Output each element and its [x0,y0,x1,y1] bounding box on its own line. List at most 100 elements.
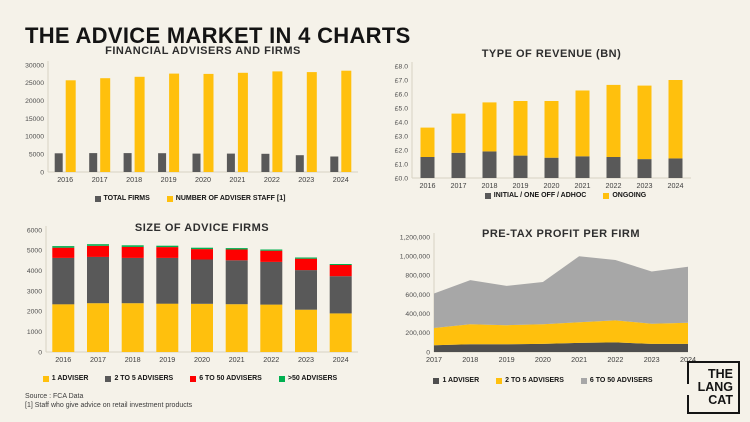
x-tick-label: 2020 [195,175,211,184]
bar-segment-initial-one-off-adhoc [420,157,435,178]
x-tick-label: 2017 [90,355,106,364]
legend-swatch-icon [105,375,112,382]
legend-swatch-icon [484,192,491,199]
bar-total-firms [261,153,270,172]
y-tick-label: 30000 [25,62,44,69]
legend-label: 1 ADVISER [51,375,89,382]
y-tick-label: £2.0 [395,147,408,154]
y-tick-label: £5.0 [395,105,408,112]
chart-financial-advisers-and-firms: 0 5000 10000 15000 20000 25000 30000 2016 2017 20… [25,61,358,184]
y-tick-label: 20000 [25,98,44,105]
bar-segment-6-to-50-advisers [295,258,317,271]
bar-total-firms [226,153,235,172]
bar-segment-2-to-5-advisers [87,256,109,304]
x-tick-label: 2018 [126,175,142,184]
legend-label: TOTAL FIRMS [103,195,150,202]
chart-title: TYPE OF REVENUE (BN) [481,48,622,60]
legend-item-ongoing: ONGOING [603,192,646,199]
bar-segment-50-advisers [329,264,352,265]
chart-type-of-revenue: £0.0 £1.0 £2.0 £3.0 £4.0 £5.0 £6.0 £7.0 £8.0 2016… [395,62,691,190]
x-tick-label: 2023 [637,181,653,190]
bar-segment-6-to-50-advisers [52,247,75,258]
x-tick-label: 2019 [161,175,177,184]
chart-legend: 1 ADVISER 2 TO 5 ADVISERS 6 TO 50 ADVISERS [388,377,698,384]
chart-panel-type-of-revenue: TYPE OF REVENUE (BN) £0.0 £1.0 £2.0 £3.0 £4.… [388,48,743,208]
area-band-6-to-50-advisers [434,256,688,328]
y-tick-label: 4000 [27,268,42,275]
x-tick-label: 2016 [55,355,71,364]
legend-swatch-icon [94,195,101,202]
bar-segment-6-to-50-advisers [121,246,144,258]
legend-label: 1 ADVISER [442,377,480,384]
bar-segment-50-advisers [295,257,317,259]
bar-segment-ongoing [544,101,559,158]
legend-label: NUMBER OF ADVISER STAFF [1] [175,195,286,202]
bar-segment-2-to-5-advisers [121,257,144,304]
bar-segment-ongoing [637,85,652,160]
legend-item-total-firms: TOTAL FIRMS [94,195,150,202]
y-tick-label: £8.0 [395,63,408,70]
x-tick-label: 2016 [57,175,73,184]
x-tick-label: 2021 [229,355,245,364]
bar-segment-50-advisers [156,245,179,248]
bar-segment-6-to-50-advisers [329,265,352,277]
logo-border-gap [687,384,689,395]
x-tick-label: 2017 [426,355,442,364]
bar-total-firms [295,155,304,172]
x-tick-label: 2017 [451,181,467,190]
bar-segment-2-to-5-advisers [295,270,317,310]
bar-number-of-adviser-staff-1 [169,73,180,172]
chart-title: SIZE OF ADVICE FIRMS [134,222,270,234]
y-tick-label: 15000 [25,116,44,123]
x-tick-label: 2024 [668,181,684,190]
bar-segment-initial-one-off-adhoc [606,157,621,178]
y-tick-label: 6000 [27,227,42,234]
bar-total-firms [158,153,167,172]
y-tick-label: 1,200,000 [400,234,430,241]
chart-legend: 1 ADVISER 2 TO 5 ADVISERS 6 TO 50 ADVISERS… [10,375,370,382]
legend-label: INITIAL / ONE OFF / ADHOC [493,192,587,199]
bar-segment-50-advisers [191,247,213,250]
x-tick-label: 2023 [644,355,660,364]
chart-legend: TOTAL FIRMS NUMBER OF ADVISER STAFF [1] [10,195,370,202]
bar-number-of-adviser-staff-1 [203,73,214,172]
bar-segment-1-adviser [225,304,248,352]
y-tick-label: £3.0 [395,133,408,140]
bar-segment-ongoing [668,80,683,159]
area-band-2-to-5-advisers [434,320,688,346]
bar-segment-1-adviser [156,303,179,352]
logo-line: CAT [708,393,733,407]
page-title: THE ADVICE MARKET IN 4 CHARTS [25,22,411,48]
y-tick-label: 0 [38,349,42,356]
y-tick-label: 0 [426,349,430,356]
bar-segment-2-to-5-advisers [225,260,248,305]
legend-swatch-icon [496,377,503,384]
chart-legend: INITIAL / ONE OFF / ADHOC ONGOING [388,192,743,199]
legend-item-6-to-50-advisers: 6 TO 50 ADVISERS [580,377,653,384]
bar-number-of-adviser-staff-1 [341,70,352,172]
x-tick-label: 2016 [420,181,436,190]
x-tick-label: 2020 [544,181,560,190]
x-tick-label: 2018 [482,181,498,190]
chart-size-of-advice-firms: 0 1000 2000 3000 4000 5000 6000 2016 2017 2018 201… [27,226,358,364]
bar-segment-50-advisers [87,244,109,246]
chart-title: FINANCIAL ADVISERS AND FIRMS [105,45,301,57]
the-lang-cat-logo: THE LANG CAT [687,361,740,414]
y-tick-label: 3000 [27,288,42,295]
legend-swatch-icon [580,377,587,384]
bar-segment-2-to-5-advisers [191,259,213,304]
x-tick-label: 2019 [159,355,175,364]
legend-swatch-icon [603,192,610,199]
bar-segment-50-advisers [260,249,283,251]
footnote-line: [1] Staff who give advice on retail inve… [25,402,193,409]
legend-item-50-advisers: >50 ADVISERS [278,375,337,382]
bar-segment-1-adviser [260,304,283,352]
x-tick-label: 2022 [607,355,623,364]
chart-pre-tax-profit-per-firm: 0 200,000 400,000 600,000 800,000 1,000,000 1,… [400,233,696,364]
legend-label: 2 TO 5 ADVISERS [505,377,564,384]
y-tick-label: 800,000 [405,273,430,280]
x-tick-label: 2023 [298,175,314,184]
legend-swatch-icon [166,195,173,202]
y-tick-label: 5000 [27,248,42,255]
bar-total-firms [54,153,63,172]
